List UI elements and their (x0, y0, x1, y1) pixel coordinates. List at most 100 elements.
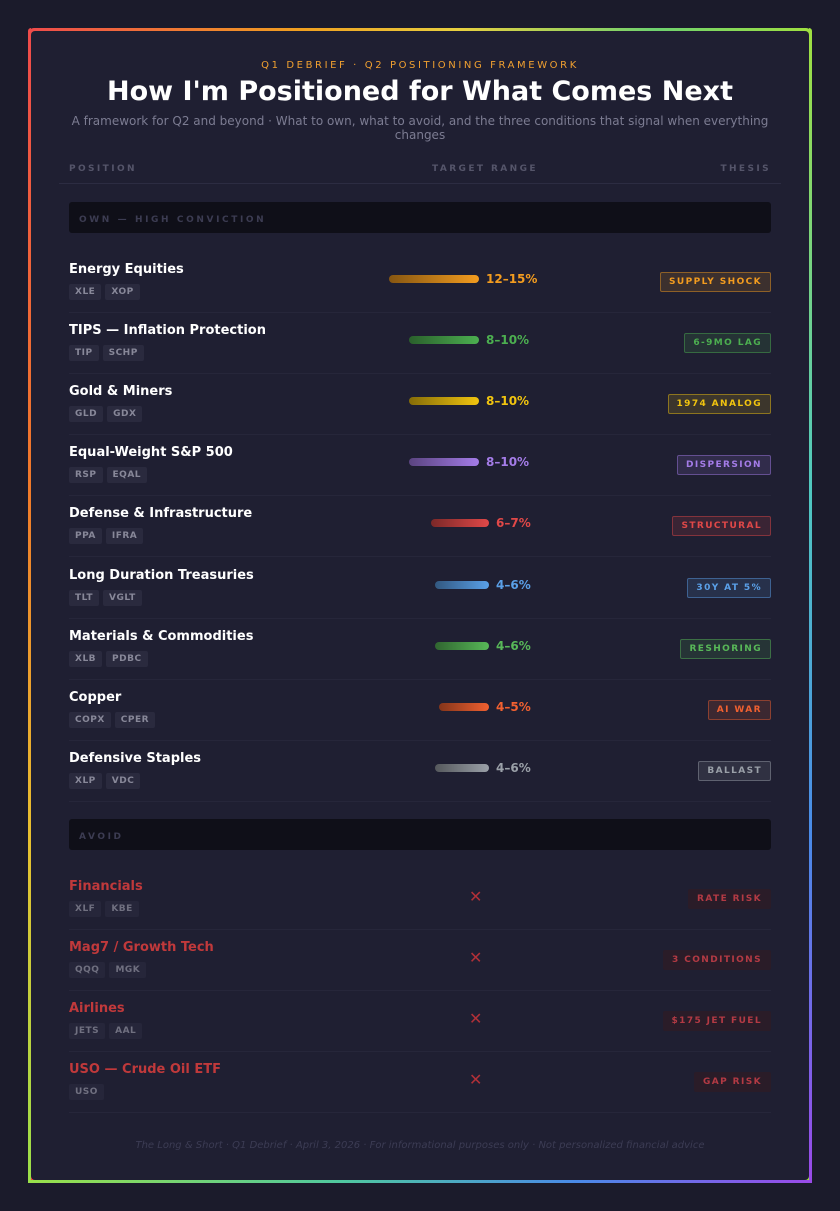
ticker-list: JETS AAL (69, 1023, 143, 1040)
range-value: 4–6% (496, 638, 531, 653)
position-name: Equal-Weight S&P 500 (69, 445, 233, 461)
ticker-chip: TLT (69, 589, 100, 606)
thesis-badge: GAP RISK (693, 1072, 771, 1093)
position-name: Financials (69, 879, 143, 894)
ticker-list: XLB PDBC (69, 650, 148, 667)
ticker-chip: XLP (69, 772, 102, 789)
page-subtitle: A framework for Q2 and beyond · What to … (71, 114, 769, 142)
ticker-chip: VGLT (103, 589, 142, 606)
ticker-chip: JETS (69, 1023, 106, 1040)
avoid-x-icon: ✕ (469, 1070, 483, 1090)
position-row: Energy Equities XLE XOP 12–15% SUPPLY SHOCK (69, 252, 771, 313)
ticker-chip: GDX (107, 406, 143, 423)
avoid-row: Mag7 / Growth Tech QQQ MGK ✕ 3 CONDITIONS (69, 930, 771, 992)
kicker: Q1 DEBRIEF · Q2 POSITIONING FRAMEWORK (261, 60, 579, 71)
page-title: How I'm Positioned for What Comes Next (106, 76, 734, 107)
avoid-x-icon: ✕ (469, 1009, 483, 1029)
ticker-chip: CPER (114, 711, 156, 728)
position-row: Equal-Weight S&P 500 RSP EQAL 8–10% DISPERSI… (69, 435, 771, 497)
ticker-chip: TIP (69, 345, 99, 362)
ticker-list: XLP VDC (69, 772, 141, 789)
position-row: Defense & Infrastructure PPA IFRA 6–7% STRUC… (69, 496, 771, 558)
range-bar (409, 458, 479, 467)
ticker-chip: GLD (69, 406, 104, 423)
range-bar (435, 763, 489, 772)
range-bar (409, 336, 479, 345)
ticker-chip: PDBC (106, 650, 148, 667)
position-name: Gold & Miners (69, 384, 173, 400)
target-range: 4–5% (439, 700, 531, 714)
thesis-badge: DISPERSION (677, 455, 771, 476)
ticker-list: QQQ MGK (69, 962, 147, 979)
position-row: Long Duration Treasuries TLT VGLT 4–6% 30Y A… (69, 558, 771, 619)
position-name: Defense & Infrastructure (69, 506, 253, 522)
position-name: Materials & Commodities (69, 628, 254, 644)
thesis-badge: BALLAST (698, 760, 771, 781)
thesis-badge: 3 CONDITIONS (663, 950, 771, 971)
target-range: 8–10% (409, 333, 530, 348)
range-bar (435, 641, 489, 650)
ticker-chip: QQQ (69, 962, 106, 979)
ticker-chip: SCHP (102, 345, 144, 362)
footer-disclaimer: The Long & Short · Q1 Debrief · April 3,… (135, 1140, 705, 1151)
range-bar (389, 275, 479, 283)
column-header-thesis: THESIS (720, 164, 771, 174)
thesis-badge: AI WAR (707, 699, 771, 720)
column-header-position: POSITION (69, 164, 137, 174)
target-range: 4–6% (435, 638, 531, 653)
range-bar (439, 702, 489, 711)
target-range: 4–6% (435, 577, 531, 592)
range-value: 4–6% (496, 577, 531, 592)
ticker-list: GLD GDX (69, 406, 143, 423)
thesis-badge: SUPPLY SHOCK (659, 272, 771, 292)
column-header-target-range: TARGET RANGE (432, 164, 538, 174)
ticker-chip: EQAL (106, 467, 148, 484)
range-bar (435, 580, 489, 589)
header-divider (59, 183, 781, 184)
thesis-badge: STRUCTURAL (672, 516, 771, 537)
frame-edge-bottom (28, 1180, 812, 1183)
position-row: Materials & Commodities XLB PDBC 4–6% RESHOR… (69, 619, 771, 680)
position-name: USO — Crude Oil ETF (69, 1062, 221, 1078)
avoid-x-icon: ✕ (469, 948, 483, 968)
range-value: 6–7% (496, 516, 531, 531)
position-name: Mag7 / Growth Tech (69, 940, 214, 956)
position-row: Copper COPX CPER 4–5% AI WAR (69, 680, 771, 741)
ticker-list: XLE XOP (69, 284, 140, 300)
thesis-badge: 30Y AT 5% (687, 577, 771, 598)
avoid-row: Airlines JETS AAL ✕ $175 JET FUEL (69, 991, 771, 1053)
ticker-chip: AAL (109, 1023, 143, 1040)
range-value: 8–10% (486, 455, 530, 470)
position-row: Defensive Staples XLP VDC 4–6% BALLAST (69, 741, 771, 802)
target-range: 6–7% (431, 516, 531, 531)
ticker-chip: MGK (109, 962, 147, 979)
ticker-chip: XLB (69, 650, 103, 667)
frame-edge-left (28, 28, 31, 1183)
position-name: Airlines (69, 1001, 125, 1017)
thesis-badge: RATE RISK (688, 889, 771, 909)
range-bar (431, 519, 489, 528)
target-range: 4–6% (435, 760, 531, 775)
target-range: 8–10% (409, 394, 529, 408)
ticker-chip: KBE (105, 901, 139, 917)
position-name: TIPS — Inflation Protection (69, 323, 266, 339)
ticker-chip: USO (69, 1084, 104, 1101)
section-own-header: OWN — HIGH CONVICTION (69, 202, 771, 233)
range-value: 8–10% (486, 333, 530, 348)
ticker-list: PPA IFRA (69, 528, 144, 545)
ticker-chip: RSP (69, 467, 103, 484)
target-range: 12–15% (389, 272, 538, 286)
frame-edge-right (809, 28, 812, 1183)
range-value: 12–15% (486, 272, 538, 286)
thesis-badge: 1974 ANALOG (667, 394, 771, 415)
range-value: 4–6% (496, 760, 531, 775)
position-row: Gold & Miners GLD GDX 8–10% 1974 ANALOG (69, 374, 771, 436)
ticker-chip: XLF (69, 901, 102, 917)
target-range: 8–10% (409, 455, 530, 470)
position-name: Energy Equities (69, 262, 184, 277)
avoid-row: Financials XLF KBE ✕ RATE RISK (69, 869, 771, 930)
position-name: Defensive Staples (69, 750, 202, 766)
position-row: TIPS — Inflation Protection TIP SCHP 8–10% 6… (69, 313, 771, 375)
ticker-chip: PPA (69, 528, 102, 545)
ticker-chip: XLE (69, 284, 102, 300)
